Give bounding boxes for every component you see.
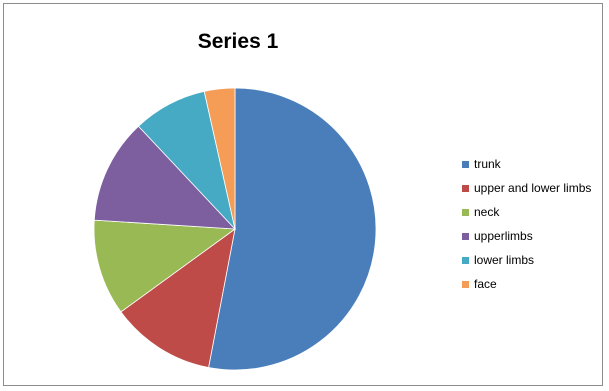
chart-frame: Series 1 trunk upper and lower limbs nec…: [3, 3, 603, 386]
pie-slice-neck: [93, 219, 237, 313]
legend-swatch-face: [462, 280, 469, 288]
legend-item-face: face: [462, 272, 602, 296]
legend-swatch-upperlimbs: [462, 232, 469, 240]
pie-slice-upper-and-lower-limbs: [120, 228, 236, 368]
legend-swatch-lower-limbs: [462, 256, 469, 264]
chart-title: Series 1: [197, 30, 279, 53]
legend-swatch-upper-and-lower-limbs: [462, 184, 469, 192]
legend-label-face: face: [474, 277, 497, 291]
legend: trunk upper and lower limbs neck upperli…: [462, 152, 602, 296]
legend-swatch-neck: [462, 208, 469, 216]
pie-slice-trunk: [208, 87, 377, 371]
legend-label-lower-limbs: lower limbs: [474, 253, 535, 267]
pie-slice-face: [203, 87, 236, 230]
legend-item-upper-and-lower-limbs: upper and lower limbs: [462, 176, 602, 200]
legend-label-neck: neck: [474, 205, 500, 219]
legend-swatch-trunk: [462, 160, 469, 168]
legend-item-lower-limbs: lower limbs: [462, 248, 602, 272]
legend-item-upperlimbs: upperlimbs: [462, 224, 602, 248]
legend-label-upperlimbs: upperlimbs: [474, 229, 533, 243]
pie-chart: [93, 87, 377, 371]
legend-item-trunk: trunk: [462, 152, 602, 176]
legend-item-neck: neck: [462, 200, 602, 224]
pie-slice-upperlimbs: [93, 125, 236, 230]
legend-label-upper-and-lower-limbs: upper and lower limbs: [474, 181, 592, 195]
legend-label-trunk: trunk: [474, 157, 501, 171]
